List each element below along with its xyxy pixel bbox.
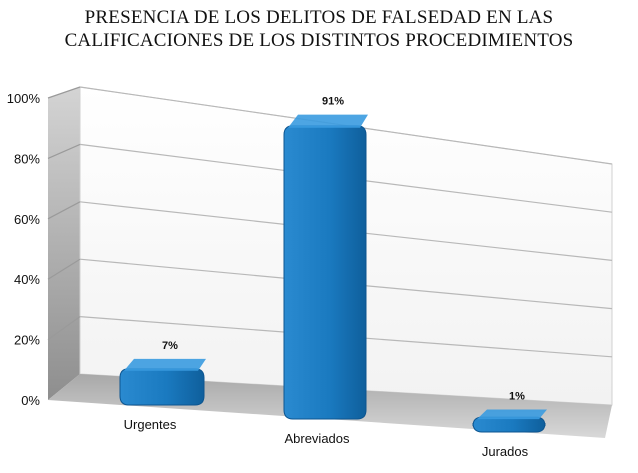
bar-jurados <box>472 409 547 433</box>
gridline-side <box>47 143 81 159</box>
y-tick-label: 100% <box>7 91 41 106</box>
data-label: 91% <box>322 96 344 108</box>
bar-front <box>119 368 205 406</box>
y-tick-label: 0% <box>21 393 40 408</box>
data-label: 1% <box>509 390 525 402</box>
side-wall <box>48 87 80 400</box>
category-label: Abreviados <box>284 431 350 446</box>
category-label: Jurados <box>482 444 529 459</box>
bar-abreviados <box>283 114 368 420</box>
chart-title-line-2: CALIFICACIONES DE LOS DISTINTOS PROCEDIM… <box>64 30 574 51</box>
y-tick-label: 20% <box>14 333 40 348</box>
gridline-side <box>47 258 81 280</box>
y-tick-label: 60% <box>14 212 40 227</box>
bar-front <box>472 416 546 433</box>
bar-top <box>477 409 547 420</box>
bar-urgentes <box>119 358 206 406</box>
gridline-side <box>47 316 81 341</box>
gridline-side <box>47 86 81 99</box>
category-label: Urgentes <box>124 417 177 432</box>
bar-top <box>124 358 206 371</box>
gridline-side <box>47 201 81 220</box>
chart-title-line-1: PRESENCIA DE LOS DELITOS DE FALSEDAD EN … <box>84 7 554 28</box>
data-label: 7% <box>162 340 178 352</box>
y-tick-label: 80% <box>14 151 40 166</box>
bar-front <box>283 125 367 420</box>
chart-title: PRESENCIA DE LOS DELITOS DE FALSEDAD EN … <box>0 6 638 52</box>
y-tick-label: 40% <box>14 272 40 287</box>
bar-top <box>288 114 368 128</box>
